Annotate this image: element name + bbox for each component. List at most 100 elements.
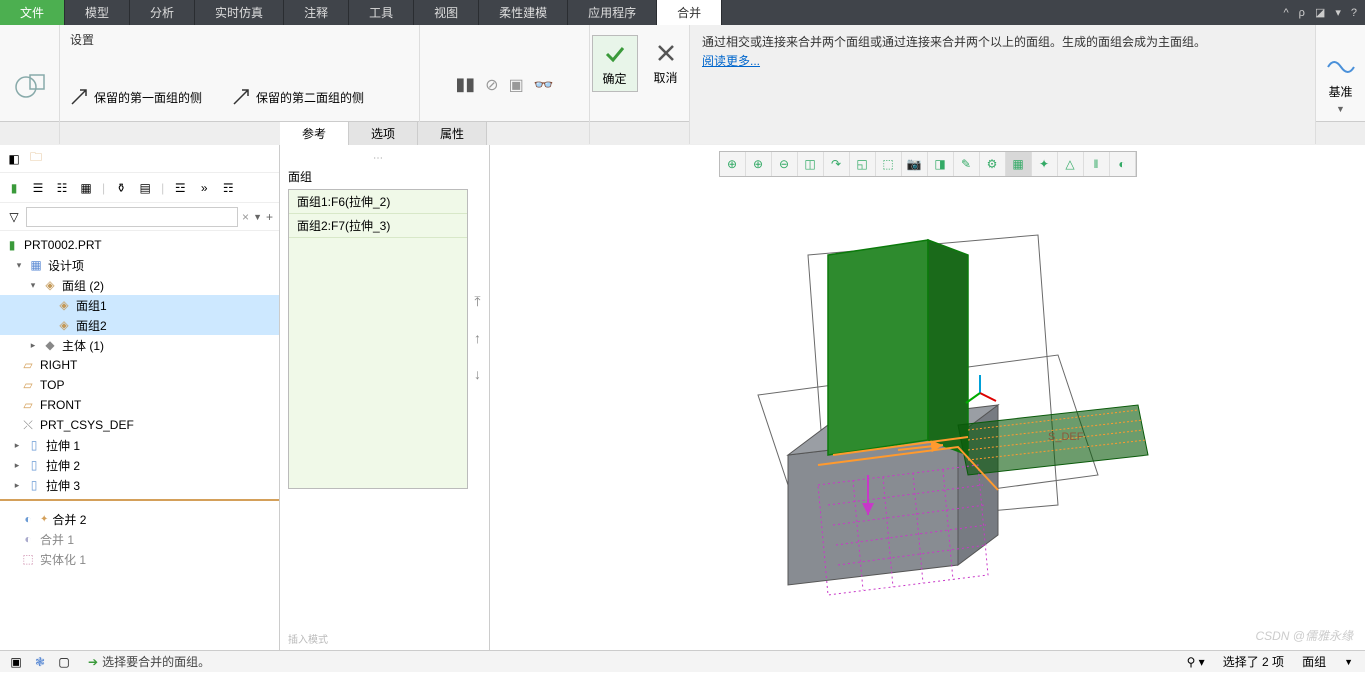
main-menubar: 文件 模型 分析 实时仿真 注释 工具 视图 柔性建模 应用程序 合并 ^ ρ … (0, 0, 1365, 25)
3d-viewport[interactable]: ⊕ ⊕ ⊖ ◫ ↷ ◱ ⬚ 📷 ◨ ✎ ⚙ ▦ ✦ △ ‖ ◐ (490, 145, 1365, 650)
tree-opt3-icon[interactable]: ☷ (54, 180, 70, 196)
sys-dropdown-icon[interactable]: ▾ (1335, 6, 1341, 19)
tree-quilt-group[interactable]: ▾ ◈ 面组 (2) (0, 275, 279, 295)
box-icon[interactable]: ▣ (509, 75, 524, 95)
ref-up-icon[interactable]: ↑ (474, 330, 481, 346)
vbtn-savedviews-icon[interactable]: ⬚ (876, 152, 902, 176)
tree-solidify1[interactable]: ⬚ 实体化 1 (0, 549, 279, 569)
vbtn-spin-icon[interactable]: ↷ (824, 152, 850, 176)
tree-csys[interactable]: ⤬ PRT_CSYS_DEF (0, 415, 279, 435)
tree-merge1[interactable]: ◐ 合并 1 (0, 529, 279, 549)
tree-quilt1[interactable]: ◈ 面组1 (0, 295, 279, 315)
merge-feature-icon (8, 63, 52, 107)
keep-side1-option[interactable]: 保留的第一面组的侧 (70, 86, 202, 108)
menu-live-sim[interactable]: 实时仿真 (195, 0, 284, 25)
sb-icon2[interactable]: ❃ (32, 654, 48, 670)
sys-up-icon[interactable]: ^ (1284, 7, 1289, 19)
tree-opt4-icon[interactable]: ▦ (78, 180, 94, 196)
glasses-icon[interactable]: 👓 (534, 75, 554, 95)
vbtn-zoomout-icon[interactable]: ⊖ (772, 152, 798, 176)
tree-front[interactable]: ▱ FRONT (0, 395, 279, 415)
design-icon: ▦ (28, 257, 44, 273)
menu-view[interactable]: 视图 (414, 0, 479, 25)
menu-tools[interactable]: 工具 (349, 0, 414, 25)
menu-analyze[interactable]: 分析 (130, 0, 195, 25)
status-quilt-filter[interactable]: 面组 (1302, 653, 1326, 670)
keep-side2-option[interactable]: 保留的第二面组的侧 (232, 86, 364, 108)
filter-funnel-icon[interactable]: ▽ (6, 209, 22, 225)
ref-item-2[interactable]: 面组2:F7(拉伸_3) (289, 214, 467, 238)
tree-filter-input[interactable] (26, 207, 238, 227)
tree-layer-icon[interactable]: ▤ (137, 180, 153, 196)
folder-tab-icon[interactable]: 🗀 (28, 151, 44, 167)
ref-up-top-icon[interactable]: ⤒ (474, 293, 480, 310)
filter-clear-icon[interactable]: × (242, 210, 249, 224)
datum-group[interactable]: 基准 ▼ (1315, 25, 1365, 144)
tree-tab-icon[interactable]: ◧ (6, 151, 22, 167)
vbtn-datum-icon[interactable]: ⚙ (980, 152, 1006, 176)
sys-help-icon[interactable]: ? (1351, 7, 1357, 19)
pause-icon[interactable]: ▮▮ (455, 74, 475, 95)
menu-annotate[interactable]: 注释 (284, 0, 349, 25)
filter-add-icon[interactable]: + (266, 210, 273, 224)
tree-quilt2[interactable]: ◈ 面组2 (0, 315, 279, 335)
vbtn-annot-icon[interactable]: ✎ (954, 152, 980, 176)
sb-icon1[interactable]: ▣ (8, 654, 24, 670)
datum-dropdown-icon[interactable]: ▼ (1336, 104, 1345, 114)
tree-body-group[interactable]: ▸ ◆ 主体 (1) (0, 335, 279, 355)
tree-top-label: TOP (40, 378, 64, 392)
status-bar: ▣ ❃ ▢ ➔ 选择要合并的面组。 ⚲ ▾ 选择了 2 项 面组 ▼ (0, 650, 1365, 672)
tree-design[interactable]: ▾ ▦ 设计项 (0, 255, 279, 275)
sb-icon3[interactable]: ▢ (56, 654, 72, 670)
tree-extrude3[interactable]: ▸ ▯ 拉伸 3 (0, 475, 279, 495)
ok-button[interactable]: 确定 (592, 35, 638, 92)
filter-dropdown-icon[interactable]: ▼ (253, 212, 262, 222)
tree-opt2-icon[interactable]: ☰ (30, 180, 46, 196)
menu-model[interactable]: 模型 (65, 0, 130, 25)
subtab-options[interactable]: 选项 (349, 122, 418, 145)
sb-arrow-icon: ➔ (88, 655, 98, 669)
vbtn-refit-icon[interactable]: ⊕ (720, 152, 746, 176)
ref-item-1[interactable]: 面组1:F6(拉伸_2) (289, 190, 467, 214)
menu-merge[interactable]: 合并 (657, 0, 722, 25)
tree-root[interactable]: ▮ PRT0002.PRT (0, 235, 279, 255)
tree-settings-icon[interactable]: ☶ (220, 180, 236, 196)
tree-top[interactable]: ▱ TOP (0, 375, 279, 395)
vbtn-perspective-icon[interactable]: ◨ (928, 152, 954, 176)
ref-down-icon[interactable]: ↓ (474, 366, 481, 382)
tree-extrude1[interactable]: ▸ ▯ 拉伸 1 (0, 435, 279, 455)
plane-icon: ▱ (20, 397, 36, 413)
menu-apps[interactable]: 应用程序 (568, 0, 657, 25)
sb-filter-icon[interactable]: ⚲ ▾ (1187, 655, 1205, 669)
cancel-button[interactable]: 取消 (644, 35, 688, 92)
tree-toolbar-tabs: ◧ 🗀 (0, 145, 279, 173)
tree-extrude2[interactable]: ▸ ▯ 拉伸 2 (0, 455, 279, 475)
tree-extrude3-label: 拉伸 3 (46, 477, 80, 494)
tree-list-icon[interactable]: ☲ (172, 180, 188, 196)
vbtn-grid-icon[interactable]: ▦ (1006, 152, 1032, 176)
ref-list[interactable]: 面组1:F6(拉伸_2) 面组2:F7(拉伸_3) (288, 189, 468, 489)
vbtn-spin-center-icon[interactable]: ✦ (1032, 152, 1058, 176)
tree-merge2[interactable]: ◐ ✦ 合并 2 (0, 509, 279, 529)
vbtn-repaint-icon[interactable]: ◫ (798, 152, 824, 176)
no-icon[interactable]: ⊘ (485, 75, 498, 95)
tree-more-icon[interactable]: » (196, 180, 212, 196)
subtab-reference[interactable]: 参考 (280, 122, 349, 145)
vbtn-render-icon[interactable]: ◐ (1110, 152, 1136, 176)
vbtn-zoomin-icon[interactable]: ⊕ (746, 152, 772, 176)
vbtn-pause-icon[interactable]: ‖ (1084, 152, 1110, 176)
sys-learn-icon[interactable]: ◪ (1315, 6, 1325, 19)
tree-filter-icon[interactable]: ⚱ (113, 180, 129, 196)
tree-right[interactable]: ▱ RIGHT (0, 355, 279, 375)
sb-dropdown-icon[interactable]: ▼ (1344, 657, 1353, 667)
menu-flex[interactable]: 柔性建模 (479, 0, 568, 25)
subtab-properties[interactable]: 属性 (418, 122, 487, 145)
sys-search-icon[interactable]: ρ (1299, 7, 1305, 19)
menu-file[interactable]: 文件 (0, 0, 65, 25)
vbtn-datum2-icon[interactable]: △ (1058, 152, 1084, 176)
vbtn-display-icon[interactable]: ◱ (850, 152, 876, 176)
read-more-link[interactable]: 阅读更多... (702, 54, 760, 68)
vbtn-camera-icon[interactable]: 📷 (902, 152, 928, 176)
tree-opt1-icon[interactable]: ▮ (6, 180, 22, 196)
tree-front-label: FRONT (40, 398, 81, 412)
